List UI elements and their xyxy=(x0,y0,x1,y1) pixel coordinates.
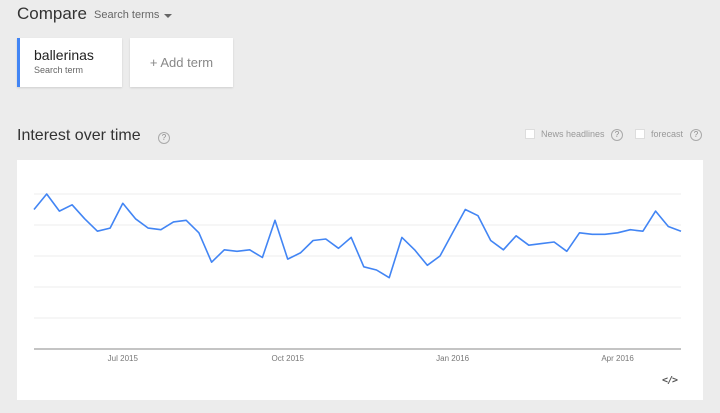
data-point[interactable] xyxy=(298,251,302,255)
data-point[interactable] xyxy=(222,248,226,252)
forecast-checkbox[interactable] xyxy=(635,129,645,139)
data-point[interactable] xyxy=(413,248,417,252)
x-tick-label: Jul 2015 xyxy=(108,354,139,363)
data-point[interactable] xyxy=(578,231,582,235)
data-point[interactable] xyxy=(70,203,74,207)
data-point[interactable] xyxy=(146,226,150,230)
news-headlines-checkbox[interactable] xyxy=(525,129,535,139)
data-point[interactable] xyxy=(387,276,391,280)
data-point[interactable] xyxy=(197,231,201,235)
data-point[interactable] xyxy=(286,257,290,261)
term-card-ballerinas[interactable]: ballerinas Search term xyxy=(17,38,122,87)
data-point[interactable] xyxy=(375,268,379,272)
data-point[interactable] xyxy=(603,232,607,236)
data-point[interactable] xyxy=(476,214,480,218)
data-point[interactable] xyxy=(248,248,252,252)
embed-code-icon[interactable]: </> xyxy=(662,375,678,386)
data-point[interactable] xyxy=(95,229,99,233)
add-term-button[interactable]: + Add term xyxy=(130,38,233,87)
data-point[interactable] xyxy=(83,217,87,221)
data-point[interactable] xyxy=(425,263,429,267)
term-name: ballerinas xyxy=(34,47,94,63)
data-point[interactable] xyxy=(235,249,239,253)
data-point[interactable] xyxy=(45,192,49,196)
data-point[interactable] xyxy=(349,235,353,239)
data-point[interactable] xyxy=(552,240,556,244)
data-point[interactable] xyxy=(654,209,658,213)
data-point[interactable] xyxy=(260,256,264,260)
forecast-help-icon[interactable]: ? xyxy=(690,129,702,141)
data-point[interactable] xyxy=(172,220,176,224)
search-terms-dropdown-label: Search terms xyxy=(94,9,160,21)
forecast-option[interactable]: forecast xyxy=(635,129,683,139)
series-line-0 xyxy=(33,193,682,279)
data-point[interactable] xyxy=(514,234,518,238)
news-headlines-option[interactable]: News headlines xyxy=(525,129,605,139)
interest-help-icon[interactable]: ? xyxy=(158,132,170,144)
data-point[interactable] xyxy=(133,217,137,221)
data-point[interactable] xyxy=(324,237,328,241)
data-point[interactable] xyxy=(108,226,112,230)
data-point[interactable] xyxy=(336,246,340,250)
news-headlines-label: News headlines xyxy=(541,129,605,139)
data-point[interactable] xyxy=(438,254,442,258)
data-point[interactable] xyxy=(463,208,467,212)
x-tick-label: Jan 2016 xyxy=(436,354,469,363)
term-subtitle: Search term xyxy=(34,65,84,75)
data-point[interactable] xyxy=(628,228,632,232)
compare-title: Compare xyxy=(17,4,87,23)
data-point[interactable] xyxy=(273,218,277,222)
data-point[interactable] xyxy=(565,249,569,253)
data-point[interactable] xyxy=(32,208,36,212)
data-point[interactable] xyxy=(184,218,188,222)
data-point[interactable] xyxy=(451,231,455,235)
chart-panel: Jul 2015 Oct 2015 Jan 2016 Apr 2016 xyxy=(17,160,703,400)
data-point[interactable] xyxy=(159,228,163,232)
interest-chart: Jul 2015 Oct 2015 Jan 2016 Apr 2016 xyxy=(32,192,683,363)
data-point[interactable] xyxy=(666,225,670,229)
data-point[interactable] xyxy=(679,229,683,233)
data-point[interactable] xyxy=(501,248,505,252)
forecast-label: forecast xyxy=(651,129,684,139)
data-point[interactable] xyxy=(311,239,315,243)
news-headlines-help-icon[interactable]: ? xyxy=(611,129,623,141)
data-point[interactable] xyxy=(616,231,620,235)
section-title: Interest over time xyxy=(17,127,141,144)
x-tick-label: Apr 2016 xyxy=(601,354,634,363)
data-point[interactable] xyxy=(210,260,214,264)
data-point[interactable] xyxy=(489,239,493,243)
data-point[interactable] xyxy=(590,232,594,236)
search-terms-dropdown[interactable]: Search terms xyxy=(94,9,173,21)
data-point[interactable] xyxy=(57,209,61,213)
data-point[interactable] xyxy=(400,235,404,239)
caret-down-icon xyxy=(164,13,173,18)
data-point[interactable] xyxy=(641,229,645,233)
x-tick-label: Oct 2015 xyxy=(271,354,304,363)
data-point[interactable] xyxy=(539,242,543,246)
data-point[interactable] xyxy=(121,201,125,205)
data-point[interactable] xyxy=(527,243,531,247)
data-point[interactable] xyxy=(362,265,366,269)
